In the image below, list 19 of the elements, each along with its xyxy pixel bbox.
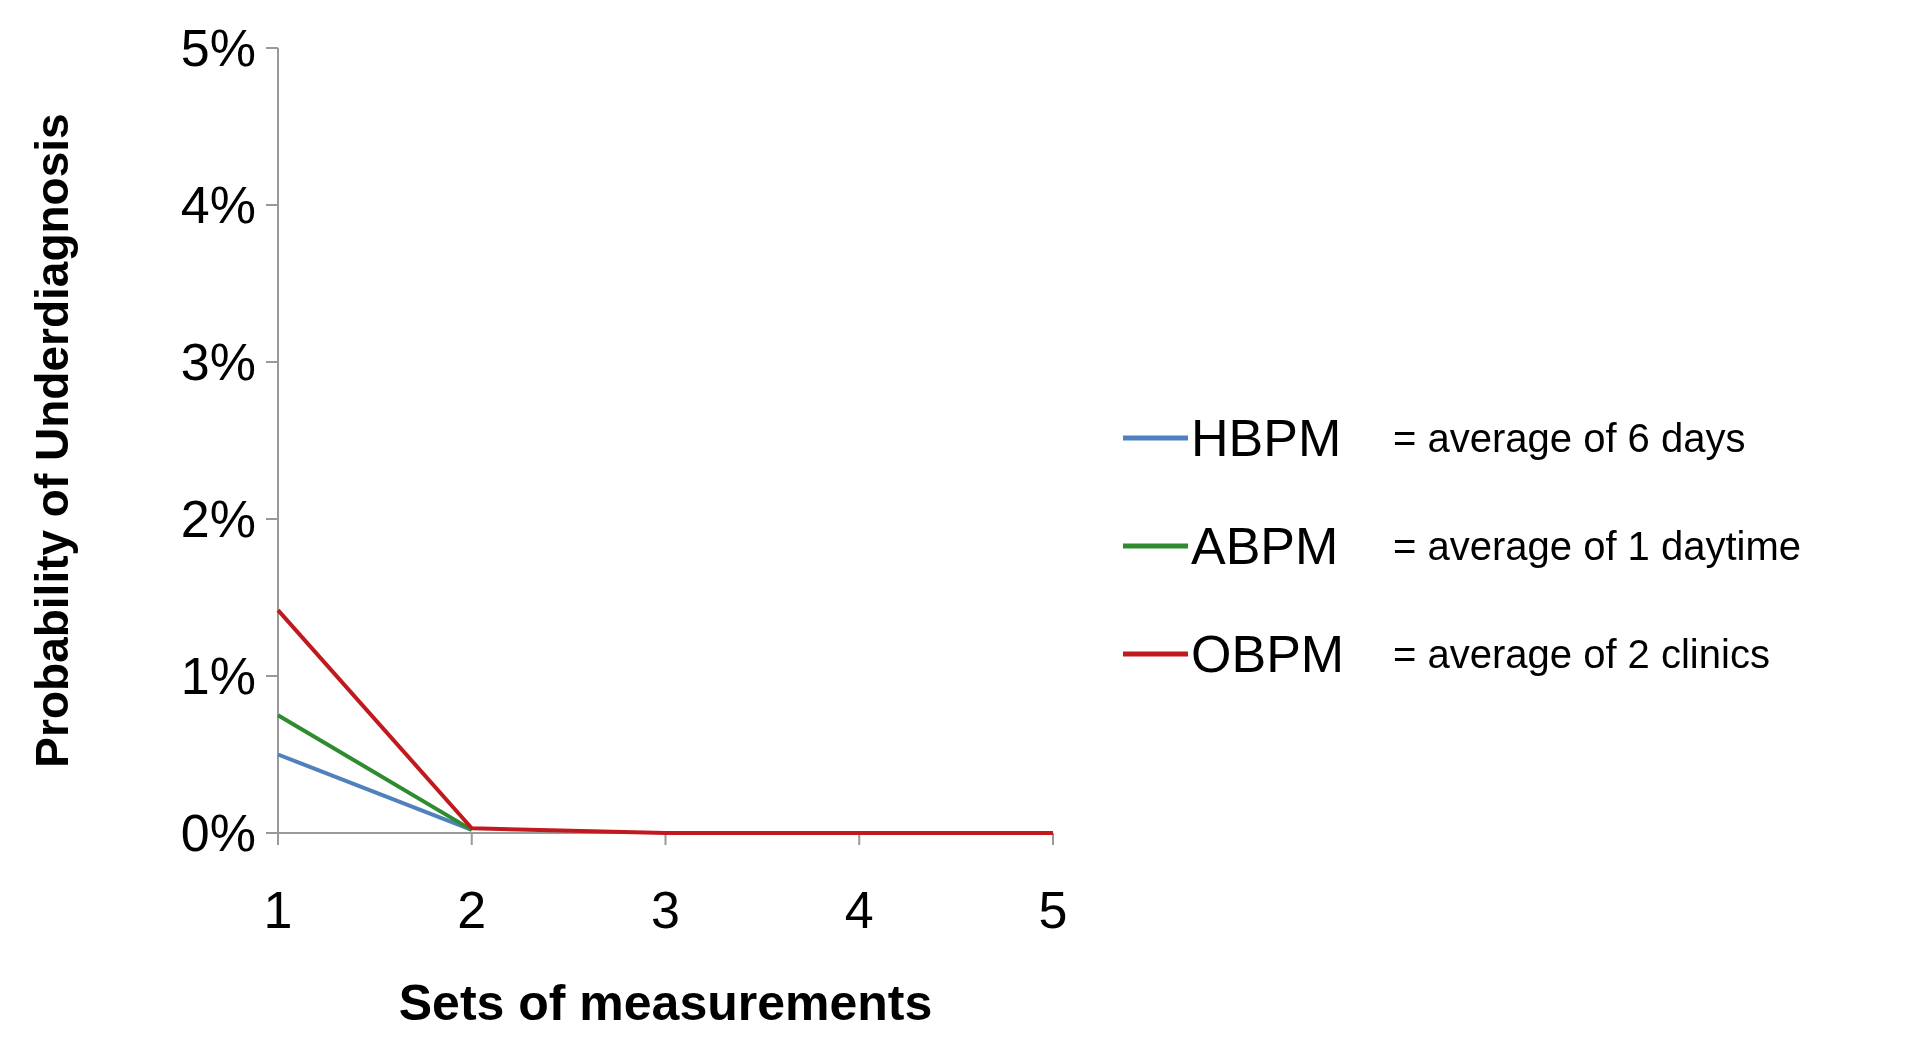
y-tick-label: 1% xyxy=(180,647,256,706)
legend-label: ABPM xyxy=(1191,517,1339,576)
legend-label: HBPM xyxy=(1191,409,1342,468)
y-tick-label: 0% xyxy=(180,804,256,863)
y-axis-title: Probability of Underdiagnosis xyxy=(26,113,78,768)
text: = average of 1 daytime xyxy=(1393,524,1802,568)
legend-label: OBPM xyxy=(1191,625,1345,684)
y-tick-label: 4% xyxy=(180,176,256,235)
x-axis-title: Sets of measurements xyxy=(398,975,933,1031)
x-tick-label: 1 xyxy=(263,881,293,939)
y-tick-label: 3% xyxy=(180,333,256,392)
text: = average of 2 clinics xyxy=(1393,632,1770,676)
text: = average of 6 days xyxy=(1393,416,1746,460)
y-tick-label: 5% xyxy=(180,19,256,78)
x-tick-label: 4 xyxy=(844,881,874,939)
x-tick-label: 2 xyxy=(457,881,487,939)
y-tick-label: 2% xyxy=(180,490,256,549)
x-tick-label: 5 xyxy=(1038,881,1068,939)
x-tick-label: 3 xyxy=(651,881,680,939)
